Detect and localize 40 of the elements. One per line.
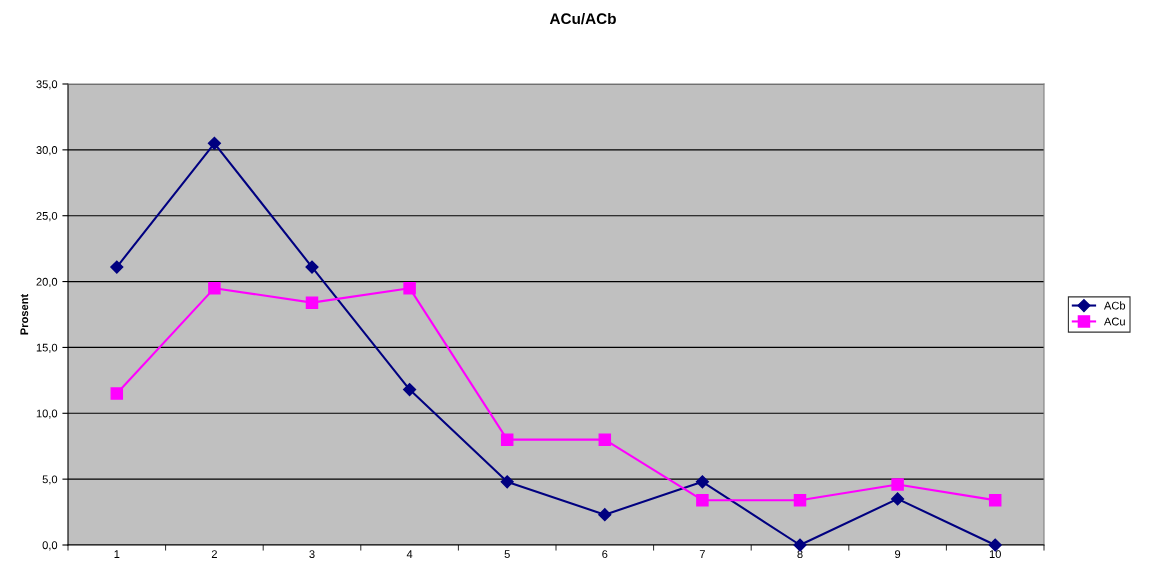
x-tick-label: 6 [602, 550, 608, 559]
x-tick-label: 5 [504, 550, 510, 559]
y-tick-label: 20,0 [36, 277, 58, 288]
y-tick-label: 35,0 [36, 80, 58, 90]
y-tick-label: 0,0 [42, 541, 58, 551]
point [110, 260, 124, 274]
point [793, 493, 807, 507]
point [305, 296, 319, 309]
point [988, 493, 1002, 507]
point [208, 281, 221, 295]
point [891, 492, 905, 506]
point [500, 433, 514, 446]
x-tick-label: 4 [406, 550, 413, 558]
point [207, 136, 221, 150]
y-tick-label: 30,0 [36, 146, 58, 156]
point [696, 493, 709, 507]
x-tick-label: 9 [895, 550, 901, 559]
chart-title: ACu/ACb [549, 12, 616, 25]
y-axis-title: Prosent [20, 293, 29, 335]
legend-label: ACu [1103, 317, 1125, 326]
point [793, 538, 807, 552]
y-tick-label: 15,0 [36, 343, 58, 353]
point [500, 475, 514, 489]
legend-label: ACb [1103, 301, 1126, 310]
point [403, 382, 417, 397]
y-tick-label: 5,0 [42, 475, 58, 485]
x-tick-label: 2 [211, 550, 217, 558]
point [598, 508, 612, 522]
point [305, 260, 319, 274]
point [695, 475, 709, 489]
y-tick-label: 25,0 [36, 211, 58, 222]
point [403, 281, 416, 295]
x-tick-label: 10 [989, 550, 1001, 559]
x-tick-label: 1 [114, 550, 120, 558]
y-tick-label: 10,0 [36, 409, 58, 419]
x-tick-label: 3 [309, 550, 315, 559]
point [110, 387, 124, 400]
x-tick-label: 7 [699, 550, 705, 558]
point [891, 478, 904, 491]
point [598, 433, 612, 446]
